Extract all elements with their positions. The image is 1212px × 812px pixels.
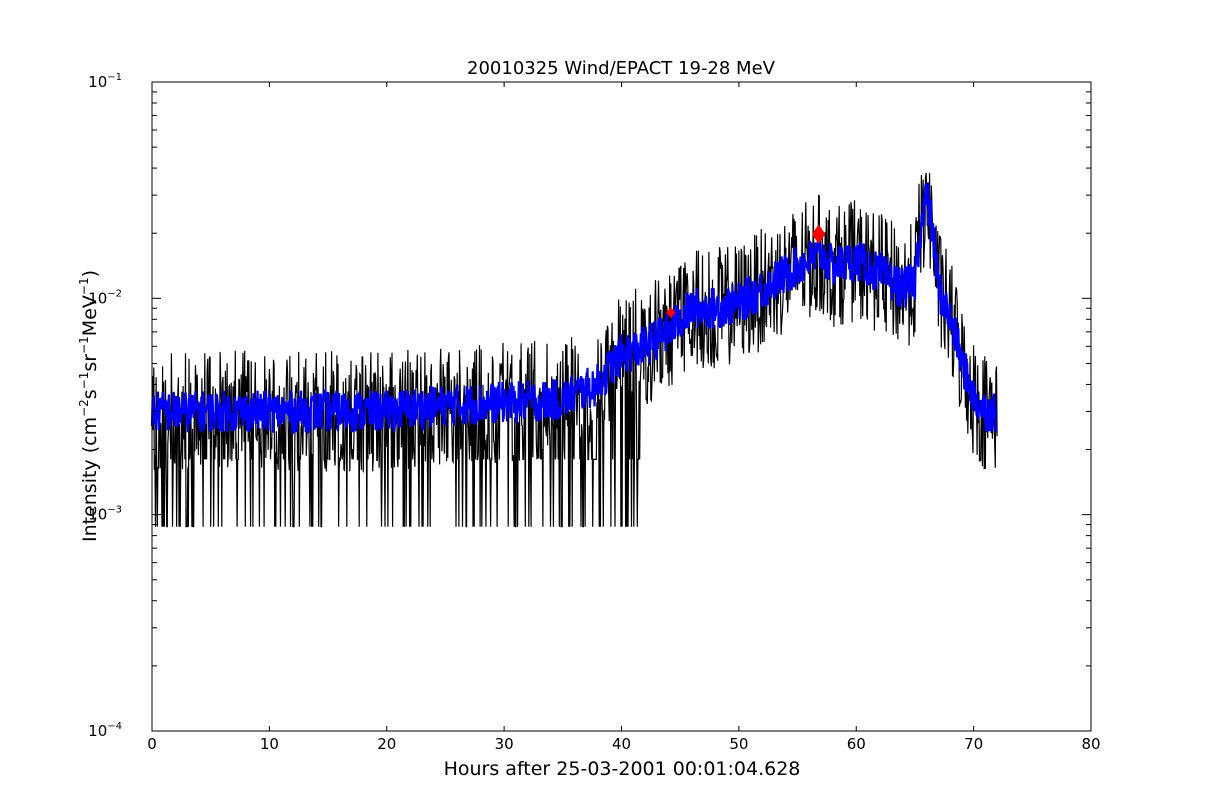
x-axis-label: Hours after 25-03-2001 00:01:04.628 (444, 758, 801, 780)
x-tick-label: 20 (377, 735, 396, 753)
x-axis: 0 10 20 30 40 50 60 70 80 (147, 82, 1101, 753)
chart-title: 20010325 Wind/EPACT 19-28 MeV (467, 58, 776, 79)
y-tick-label: 10−3 (88, 505, 122, 524)
marker-layer (666, 224, 826, 319)
plot-area (150, 81, 1092, 732)
y-tick-label: 10−4 (88, 721, 122, 740)
y-axis-label-mid2: sr (79, 354, 101, 372)
y-tick-label: 10−2 (88, 288, 122, 307)
series-layer (150, 172, 998, 528)
series-line-blue (150, 182, 998, 436)
y-tick-label: 10−1 (88, 72, 122, 91)
x-tick-label: 10 (260, 735, 279, 753)
y-axis-label-exp4: −1 (77, 277, 91, 295)
y-axis: 10−4 10−3 10−2 10−1 (88, 72, 1091, 740)
y-axis-label-mid3: MeV (79, 295, 101, 336)
y-axis-label-exp2: −1 (77, 372, 91, 390)
x-tick-label: 0 (147, 735, 157, 753)
y-axis-label-prefix: Intensity (cm (79, 417, 101, 542)
data-marker-1 (666, 306, 676, 319)
y-axis-label-exp1: −2 (77, 399, 91, 417)
x-tick-label: 50 (729, 735, 748, 753)
x-tick-label: 60 (847, 735, 866, 753)
y-axis-label-suffix: ) (79, 270, 101, 277)
x-tick-label: 30 (495, 735, 514, 753)
y-axis-label-mid1: s (79, 389, 101, 399)
y-axis-label: Intensity (cm−2s−1sr−1MeV−1) (77, 270, 101, 542)
x-tick-label: 80 (1081, 735, 1100, 753)
y-axis-label-exp3: −1 (77, 336, 91, 354)
series-line-black (151, 172, 998, 528)
x-tick-label: 40 (612, 735, 631, 753)
x-tick-label: 70 (964, 735, 983, 753)
data-marker-2 (812, 224, 826, 245)
